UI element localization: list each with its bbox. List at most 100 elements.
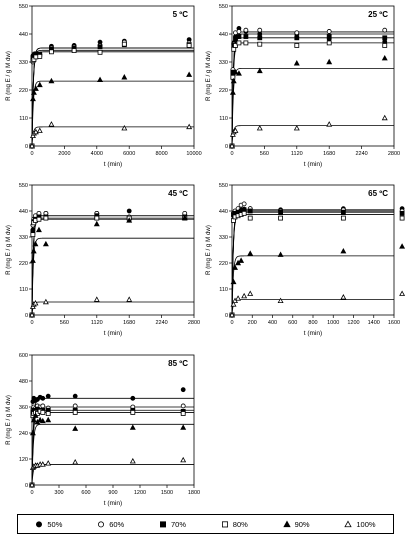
fit-curve-80pct [31,218,194,316]
point-70pct [233,36,238,42]
point-90pct [340,247,347,254]
point-60pct [382,27,388,33]
x-tick-label: 1400 [368,320,380,326]
point-80pct [121,41,127,47]
point-70pct [236,34,242,39]
point-90pct [97,76,104,83]
point-90pct [238,257,245,263]
legend: 50% 60% 70% 80% 90% 100% [17,514,394,534]
y-tick-label: 440 [19,32,28,38]
y-tick-label: 0 [225,313,228,319]
x-tick-label: 0 [30,490,33,496]
point-80pct [382,43,388,48]
point-50pct [40,395,46,401]
point-90pct [32,85,39,91]
y-tick-label: 110 [219,287,228,293]
y-tick-label: 220 [19,88,28,94]
point-80pct [94,215,100,221]
point-80pct [97,49,103,55]
y-tick-label: 220 [219,261,228,267]
y-tick-label: 220 [219,88,228,94]
point-50pct [382,39,388,45]
point-80pct [247,215,253,221]
point-50pct [257,31,263,37]
x-tick-label: 560 [60,320,69,326]
legend-marker-icon [344,520,353,528]
x-tick-label: 0 [230,320,233,326]
legend-label: 70% [170,519,186,529]
y-tick-label: 0 [25,144,28,150]
x-axis-label: t (min) [304,330,322,337]
y-axis-label: R (mg E / g M dw) [205,51,212,101]
point-90pct [181,214,188,221]
fit-curve-80pct [31,51,194,147]
fit-curve-100pct [31,301,194,316]
x-tick-label: 1500 [161,490,173,496]
point-60pct [72,403,78,409]
y-tick-label: 330 [219,235,228,241]
y-tick-label: 360 [19,405,28,411]
legend-marker-icon [36,521,43,528]
y-tick-label: 0 [25,313,28,319]
point-80pct [43,215,49,221]
y-axis-label: R (mg E / g M dw) [5,51,12,101]
x-tick-label: 2800 [388,151,400,157]
point-80pct [326,40,332,46]
fit-curve-100pct [231,125,394,147]
y-tick-label: 120 [19,457,28,463]
fit-curve-100pct [231,299,394,316]
point-70pct [326,34,332,39]
point-80pct [230,74,236,80]
point-60pct [326,29,332,34]
point-90pct [42,240,49,247]
point-100pct [29,132,36,139]
x-tick-label: 300 [54,490,63,496]
x-tick-label: 2000 [58,151,70,157]
point-100pct [381,114,388,121]
point-100pct [32,299,39,306]
legend-item-60pct: 60% [97,520,124,529]
x-tick-label: 1680 [323,151,335,157]
point-100pct [340,294,347,300]
y-tick-label: 330 [19,235,28,241]
x-axis-label: t (min) [304,161,322,168]
point-70pct [340,209,346,215]
y-tick-label: 220 [19,261,28,267]
point-60pct [180,403,186,409]
y-tick-label: 330 [219,60,228,66]
point-80pct [233,43,238,48]
y-tick-label: 550 [219,4,228,10]
fit-curve-80pct [31,412,194,486]
x-tick-label: 2800 [188,320,200,326]
point-100pct [326,121,333,127]
point-90pct [326,58,333,65]
point-90pct [45,416,52,423]
legend-marker [221,521,228,528]
point-90pct [36,81,43,88]
point-50pct [72,393,78,399]
point-80pct [72,410,78,415]
x-axis-label: t (min) [104,330,122,337]
fit-curve-60pct [31,47,194,147]
point-90pct [232,264,239,270]
fit-curve-60pct [231,209,394,316]
legend-marker-icon [159,521,166,528]
point-100pct [42,298,49,305]
x-tick-label: 0 [30,151,33,157]
y-tick-label: 550 [219,183,228,189]
legend-label: 90% [294,519,310,529]
fit-curve-70pct [31,217,194,316]
point-80pct [243,40,249,46]
chart-panel-3: 0 110 220 330 440 550 0 560 1120 1680 2240 2800 t (m… [5,183,200,337]
plot-frame [231,184,395,316]
y-tick-label: 110 [219,116,228,122]
legend-marker [344,520,353,528]
fit-curve-60pct [31,215,194,316]
y-axis-label: R (mg E / g M dw) [5,225,12,275]
point-80pct [71,48,77,53]
point-90pct [293,60,300,66]
point-100pct [277,297,284,304]
fit-curve-70pct [31,49,194,147]
point-80pct [37,54,43,59]
x-tick-label: 0 [230,151,233,157]
